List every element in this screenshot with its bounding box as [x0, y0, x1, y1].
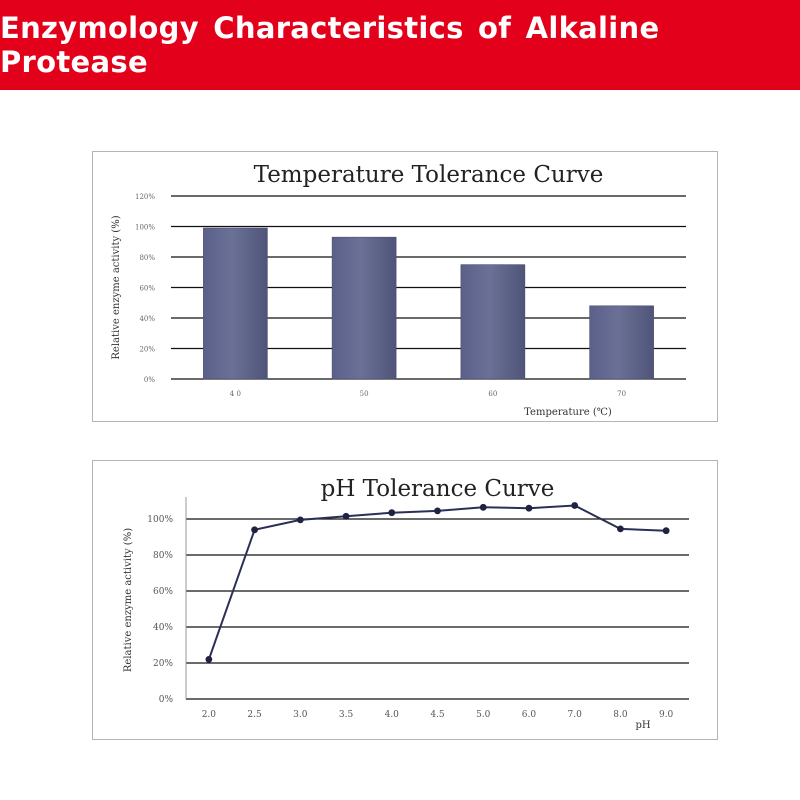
ph-y-axis-label: Relative enzyme activity (%) [123, 528, 134, 672]
temp-y-tick-label: 120% [135, 193, 155, 201]
temperature-chart: Temperature Tolerance Curve 0% 20% 40% 60% 80… [111, 162, 686, 418]
ph-data-point [205, 656, 213, 663]
ph-y-tick-label: 60% [153, 587, 173, 597]
ph-data-point [251, 526, 258, 534]
ph-y-tick-label: 20% [153, 659, 173, 669]
ph-data-point [617, 525, 624, 533]
temp-x-tick-label: 50 [360, 390, 369, 398]
ph-x-tick-label: 4.5 [430, 710, 445, 720]
temp-x-axis-label: Temperature (℃) [524, 407, 612, 418]
ph-y-tick-label: 80% [153, 551, 173, 561]
ph-data-point [571, 502, 579, 509]
temp-bar [460, 264, 526, 380]
temp-x-tick-label: 60 [488, 390, 497, 398]
temp-y-tick-label: 20% [139, 346, 155, 354]
ph-data-point [479, 503, 487, 511]
ph-x-tick-label: 5.0 [476, 710, 491, 720]
ph-data-point [296, 516, 304, 524]
ph-chart-panel: pH Tolerance Curve 0% 20% 40% 60% 80% 100% 2.0 2… [92, 460, 718, 740]
ph-x-tick-label: 9.0 [659, 710, 674, 720]
ph-y-tick-label: 100% [147, 515, 173, 525]
temp-y-tick-label: 40% [139, 315, 155, 323]
ph-x-tick-label: 6.0 [522, 710, 537, 720]
ph-series-line [207, 504, 667, 660]
ph-data-point [525, 504, 533, 512]
ph-x-tick-label: 2.0 [202, 710, 217, 720]
ph-data-point [342, 512, 350, 520]
ph-data-point [388, 509, 396, 517]
ph-data-point [434, 507, 441, 515]
temperature-chart-panel: Temperature Tolerance Curve 0% 20% 40% 60% 80… [92, 151, 718, 422]
temp-x-tick-label: 4 0 [230, 390, 241, 398]
temp-y-tick-label: 60% [139, 285, 155, 293]
ph-y-tick-label: 0% [159, 695, 174, 705]
ph-x-tick-label: 3.0 [293, 710, 308, 720]
temp-y-axis-label: Relative enzyme activity (%) [111, 215, 122, 359]
temp-chart-title: Temperature Tolerance Curve [254, 162, 604, 188]
page-title: Enzymology Characteristics of Alkaline P… [0, 11, 660, 79]
header-banner: Enzymology Characteristics of Alkaline P… [0, 0, 800, 90]
ph-data-point [662, 527, 670, 535]
ph-x-tick-label: 3.5 [339, 710, 354, 720]
temp-y-tick-label: 100% [135, 224, 155, 232]
ph-chart: pH Tolerance Curve 0% 20% 40% 60% 80% 100% 2.0 2… [123, 476, 689, 731]
ph-x-tick-label: 7.0 [568, 710, 583, 720]
temp-y-tick-label: 0% [144, 376, 155, 384]
temp-bar [331, 236, 397, 380]
temp-x-tick-label: 70 [617, 390, 626, 398]
temp-bar [203, 227, 268, 380]
ph-x-tick-label: 4.0 [385, 710, 400, 720]
temp-y-tick-label: 80% [139, 254, 155, 262]
temp-bar [589, 305, 654, 380]
ph-y-tick-label: 40% [153, 623, 173, 633]
ph-x-tick-label: 2.5 [247, 710, 262, 720]
ph-x-tick-label: 8.0 [613, 710, 628, 720]
ph-chart-title: pH Tolerance Curve [321, 476, 555, 502]
ph-x-axis-label: pH [635, 720, 650, 731]
